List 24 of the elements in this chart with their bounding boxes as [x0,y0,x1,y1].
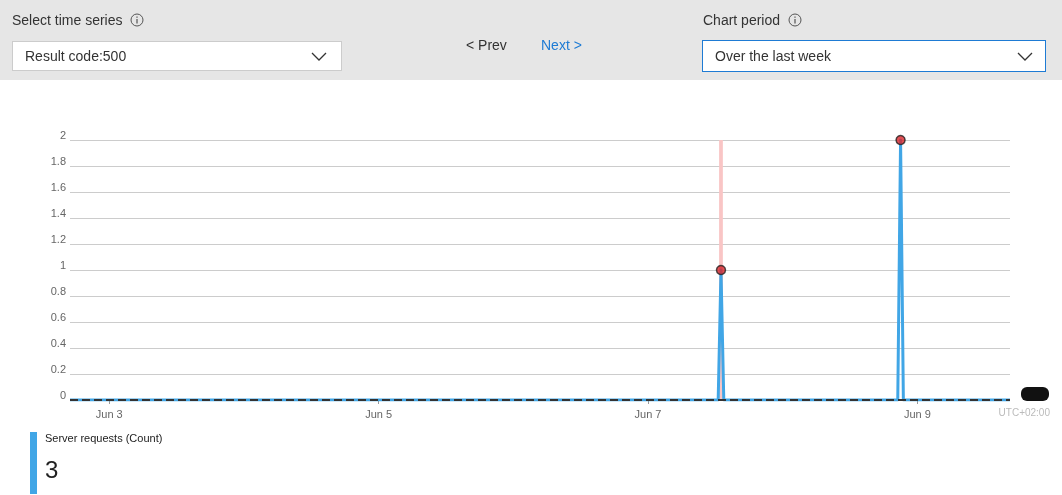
dropdown: Over the last week [702,40,1046,72]
x-tick-label: Jun 5 [365,407,393,420]
text: 3 [45,456,60,484]
y-tick-label: 2 [59,128,66,141]
text: < Prev [466,37,507,53]
text: Next > [541,37,582,53]
y-tick-label: 1 [59,258,66,271]
y-tick-label: 0.6 [50,310,66,323]
text: Server requests (Count) [45,432,163,444]
y-tick-label: 1.8 [50,154,66,167]
x-tick-label: Jun 3 [95,407,123,420]
y-tick-label: 1.2 [50,232,66,245]
y-tick-label: 0 [59,388,66,401]
y-tick-label: 0.8 [50,284,66,297]
x-tick-label: Jun 9 [903,407,931,420]
y-tick-label: 0.2 [50,362,66,375]
y-tick-label: 1.4 [50,206,66,219]
x-tick-label: Jun 7 [634,407,662,420]
dropdown: Result code:500 [12,41,342,71]
y-tick-label: 0.4 [50,336,66,349]
text: Select time series [12,12,124,28]
y-tick-label: 1.6 [50,180,66,193]
text: UTC+02:00 [998,407,1050,418]
text: Chart period [703,12,782,28]
